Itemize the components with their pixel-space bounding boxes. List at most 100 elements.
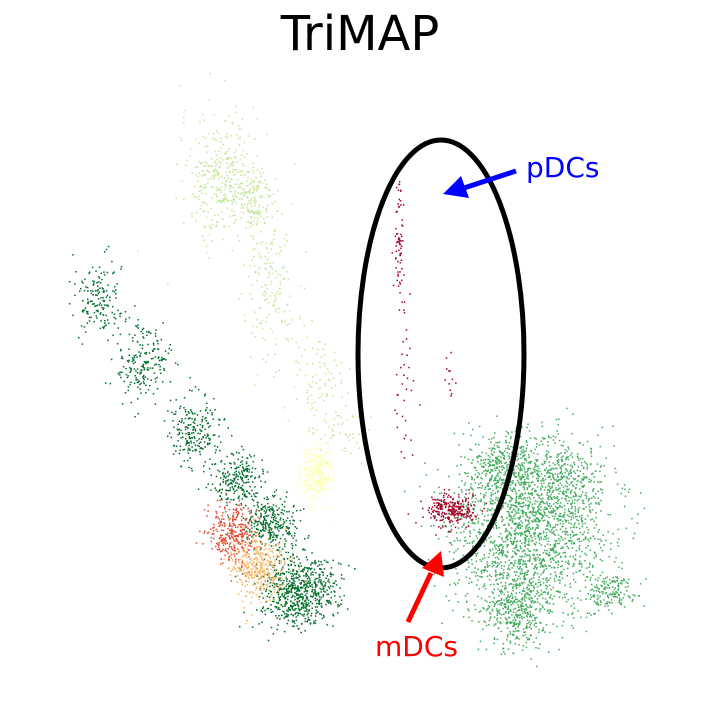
data-point [223, 419, 225, 421]
data-point [600, 466, 602, 468]
data-point [238, 559, 240, 561]
data-point [243, 572, 246, 574]
data-point [548, 555, 550, 557]
data-point [332, 424, 335, 426]
data-point [204, 161, 207, 163]
data-point [220, 540, 222, 542]
data-point [523, 487, 525, 489]
data-point [521, 494, 524, 496]
cluster-1-blob-0 [68, 245, 127, 345]
data-point [270, 626, 273, 629]
data-point [512, 555, 514, 558]
data-point [246, 467, 248, 470]
data-point [438, 486, 440, 488]
data-point [142, 377, 145, 380]
data-point [306, 489, 308, 491]
data-point [607, 513, 609, 516]
data-point [314, 599, 317, 602]
data-point [251, 211, 254, 213]
data-point [495, 575, 497, 578]
data-point [274, 539, 277, 541]
data-point [246, 542, 248, 545]
data-point [274, 514, 276, 516]
data-point [75, 271, 77, 273]
data-point [332, 613, 334, 616]
data-point [320, 355, 323, 358]
data-point [192, 432, 195, 434]
data-point [246, 475, 249, 477]
data-point [599, 574, 602, 577]
data-point [253, 495, 256, 497]
data-point [331, 506, 333, 508]
data-point [477, 568, 479, 570]
data-point [227, 498, 229, 500]
data-point [537, 517, 539, 520]
data-point [272, 514, 274, 517]
data-point [251, 475, 253, 477]
data-point [299, 369, 302, 371]
data-point [255, 557, 257, 559]
data-point [216, 542, 219, 545]
data-point [309, 385, 311, 387]
data-point [173, 444, 175, 447]
data-point [247, 566, 250, 569]
data-point [103, 307, 105, 309]
data-point [107, 339, 109, 342]
data-point [254, 541, 257, 544]
data-point [273, 516, 276, 518]
data-point [100, 297, 102, 299]
data-point [225, 171, 227, 174]
data-point [191, 212, 193, 215]
data-point [315, 429, 318, 432]
data-point [315, 572, 317, 574]
data-point [518, 550, 520, 552]
data-point [580, 518, 582, 520]
data-point [259, 555, 261, 557]
data-point [271, 531, 274, 533]
data-point [282, 586, 285, 589]
data-point [98, 277, 101, 279]
data-point [241, 463, 244, 465]
data-point [242, 555, 245, 557]
data-point [157, 348, 160, 351]
data-point [259, 572, 261, 574]
data-point [514, 517, 516, 520]
data-point [244, 504, 247, 507]
data-point [289, 608, 291, 611]
data-point [323, 399, 325, 402]
data-point [542, 502, 545, 504]
data-point [320, 470, 323, 472]
data-point [548, 471, 550, 474]
data-point [147, 388, 150, 391]
data-point [243, 165, 245, 167]
data-point [187, 442, 189, 444]
data-point [72, 314, 74, 317]
data-point [238, 495, 240, 497]
data-point [240, 292, 243, 295]
data-point [316, 598, 319, 601]
data-point [184, 109, 187, 112]
data-point [88, 271, 91, 273]
data-point [263, 569, 266, 571]
data-point [543, 535, 546, 538]
data-point [533, 557, 535, 560]
data-point [220, 477, 222, 479]
data-point [271, 216, 273, 218]
data-point [198, 438, 200, 440]
data-point [539, 603, 541, 605]
data-point [171, 411, 173, 414]
data-point [248, 577, 250, 580]
data-point [480, 597, 483, 600]
data-point [478, 528, 481, 531]
data-point [273, 586, 275, 588]
data-point [564, 471, 566, 474]
data-point [470, 559, 473, 561]
data-point [241, 543, 243, 545]
data-point [314, 606, 317, 608]
data-point [252, 565, 255, 568]
data-point [260, 514, 262, 516]
data-point [248, 210, 250, 213]
data-point [323, 462, 326, 464]
data-point [324, 444, 326, 447]
data-point [172, 420, 174, 422]
